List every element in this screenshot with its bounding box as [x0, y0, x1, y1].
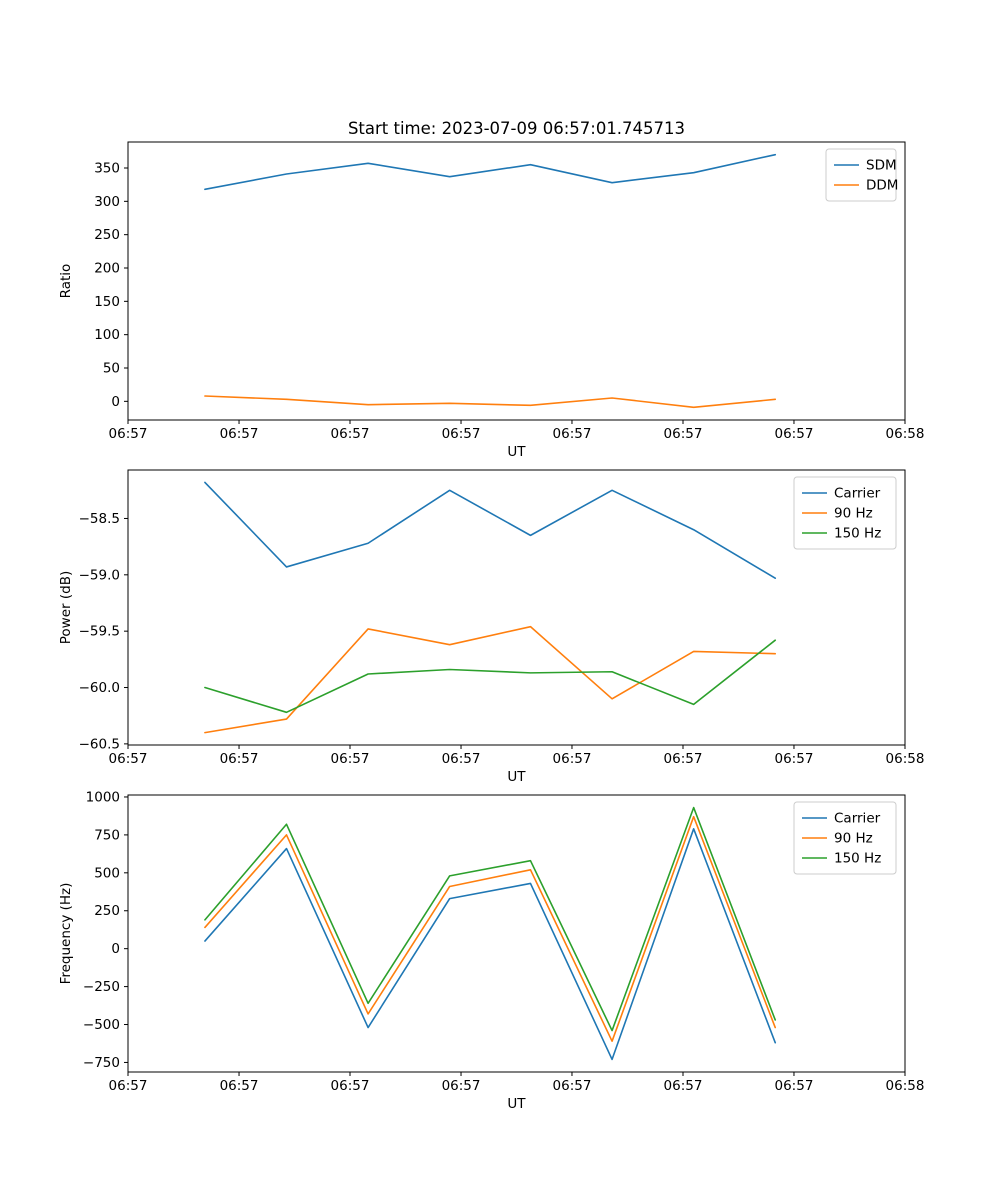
x-tick-label: 06:57 [775, 426, 814, 442]
legend-label: DDM [866, 178, 898, 194]
y-tick-label: 200 [94, 261, 120, 277]
x-tick-label: 06:57 [442, 1078, 481, 1094]
x-tick-label: 06:57 [664, 1078, 703, 1094]
y-axis-label: Ratio [58, 264, 74, 299]
x-tick-label: 06:57 [775, 751, 814, 767]
y-tick-label: −500 [83, 1017, 120, 1033]
x-tick-label: 06:57 [220, 751, 259, 767]
x-tick-label: 06:57 [220, 426, 259, 442]
x-tick-label: 06:57 [109, 426, 148, 442]
legend-label: 90 Hz [834, 506, 873, 522]
y-tick-label: 250 [94, 903, 120, 919]
subplot-frequency-hz: 06:57 06:57 06:57 06:57 06:57 06:57 06:57 06:58… [58, 789, 924, 1112]
y-tick-label: −60.0 [79, 680, 120, 696]
series-line-90-hz [204, 625, 777, 734]
y-tick-label: −59.0 [79, 567, 120, 583]
x-tick-label: 06:57 [775, 1078, 814, 1094]
y-tick-label: −58.5 [79, 511, 120, 527]
subplot-power-db: 06:57 06:57 06:57 06:57 06:57 06:57 06:57 06:58… [58, 469, 925, 785]
x-tick-label: 06:57 [664, 751, 703, 767]
series-line-carrier [204, 481, 777, 579]
legend: Carrier 90 Hz 150 Hz [793, 801, 897, 875]
x-tick-label: 06:57 [553, 1078, 592, 1094]
y-tick-label: −59.5 [79, 624, 120, 640]
y-axis-label: Power (dB) [58, 571, 74, 644]
x-tick-label: 06:57 [331, 751, 370, 767]
y-tick-label: 500 [94, 865, 120, 881]
y-tick-label: 0 [111, 394, 120, 410]
y-tick-label: 150 [94, 294, 120, 310]
x-tick-label: 06:57 [220, 1078, 259, 1094]
series-line-150-hz [204, 806, 777, 1032]
x-tick-label: 06:57 [664, 426, 703, 442]
legend: Carrier 90 Hz 150 Hz [793, 476, 897, 550]
legend-label: SDM [866, 158, 897, 174]
x-tick-label: 06:57 [109, 751, 148, 767]
y-tick-label: −60.5 [79, 736, 120, 752]
legend: SDM DDM [825, 148, 898, 202]
x-axis-label: UT [507, 1096, 526, 1112]
x-tick-label: 06:57 [553, 426, 592, 442]
x-axis-label: UT [507, 769, 526, 785]
legend-label: Carrier [834, 486, 881, 502]
legend-box [793, 476, 897, 550]
series-line-carrier [204, 828, 777, 1061]
y-tick-label: 50 [103, 361, 120, 377]
legend-label: Carrier [834, 811, 881, 827]
x-tick-label: 06:58 [886, 426, 925, 442]
legend-label: 90 Hz [834, 831, 873, 847]
x-tick-label: 06:57 [331, 1078, 370, 1094]
series-line-150-hz [204, 639, 777, 714]
x-tick-label: 06:58 [886, 751, 925, 767]
legend-box [793, 801, 897, 875]
y-tick-label: 300 [94, 194, 120, 210]
y-axis-label: Frequency (Hz) [58, 883, 74, 985]
y-tick-label: 350 [94, 161, 120, 177]
legend-label: 150 Hz [834, 851, 881, 867]
x-axis-label: UT [507, 444, 526, 460]
x-tick-label: 06:57 [109, 1078, 148, 1094]
y-tick-label: 0 [111, 941, 120, 957]
series-line-ddm [204, 395, 777, 409]
legend-label: 150 Hz [834, 526, 881, 542]
y-tick-label: −250 [83, 979, 120, 995]
plot-border [127, 469, 906, 746]
series-line-90-hz [204, 815, 777, 1043]
plot-border [127, 794, 906, 1073]
x-tick-label: 06:58 [886, 1078, 925, 1094]
y-tick-label: 250 [94, 227, 120, 243]
x-tick-label: 06:57 [442, 426, 481, 442]
y-tick-label: 100 [94, 327, 120, 343]
subplot-ratio: 06:57 06:57 06:57 06:57 06:57 06:57 06:57 06:58… [58, 141, 925, 460]
legend-box [825, 148, 897, 202]
y-tick-label: 1000 [86, 789, 120, 805]
x-tick-label: 06:57 [331, 426, 370, 442]
figure-title: Start time: 2023-07-09 06:57:01.745713 [347, 119, 686, 138]
x-tick-label: 06:57 [442, 751, 481, 767]
y-tick-label: −750 [83, 1055, 120, 1071]
series-line-sdm [204, 153, 777, 191]
y-tick-label: 750 [94, 827, 120, 843]
x-tick-label: 06:57 [553, 751, 592, 767]
plot-border [127, 141, 906, 421]
